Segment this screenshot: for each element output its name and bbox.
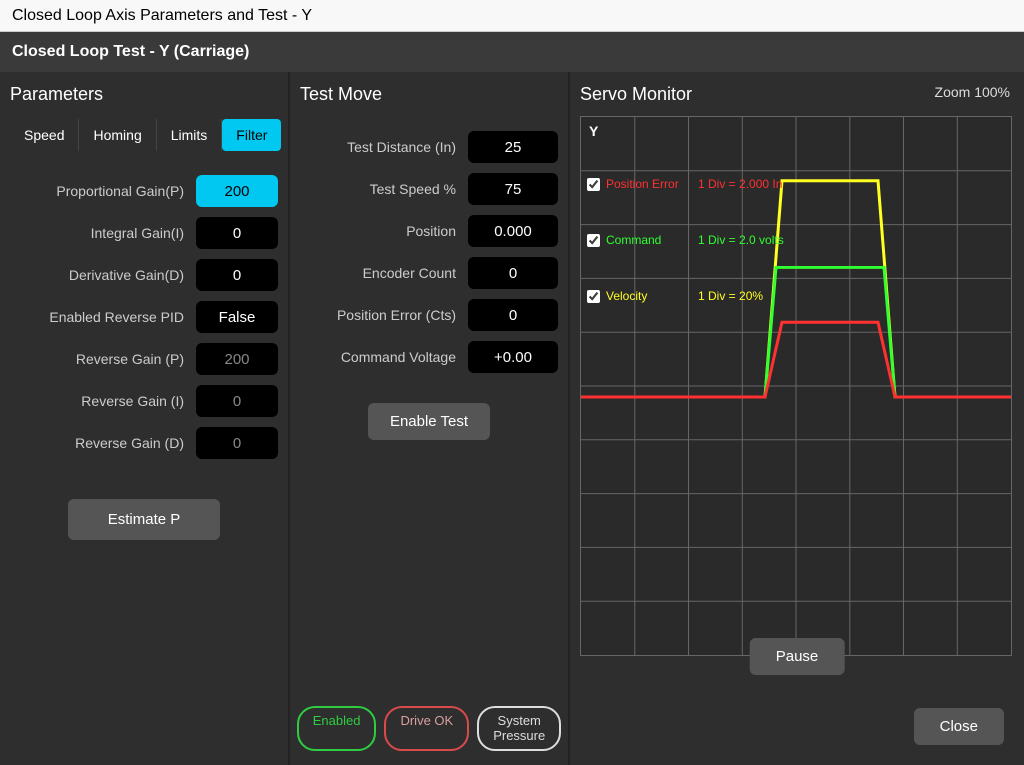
servo-plot: Y Position Error 1 Div = 2.000 In Command 1…	[580, 116, 1012, 656]
close-button[interactable]: Close	[914, 708, 1004, 745]
tab-filter[interactable]: Filter	[222, 119, 281, 151]
window-titlebar: Closed Loop Axis Parameters and Test - Y	[0, 0, 1024, 32]
app-body: Closed Loop Test - Y (Carriage) Paramete…	[0, 32, 1024, 765]
legend-velocity: Velocity 1 Div = 20%	[587, 289, 763, 303]
test-value[interactable]: 0.000	[468, 215, 558, 247]
param-row: Integral Gain(I)0	[10, 217, 278, 249]
param-value[interactable]: False	[196, 301, 278, 333]
legend-checkbox[interactable]	[587, 178, 600, 191]
param-label: Reverse Gain (D)	[10, 435, 196, 451]
parameters-panel: Parameters SpeedHomingLimitsFilter Propo…	[0, 72, 290, 765]
test-value[interactable]: 75	[468, 173, 558, 205]
param-value[interactable]: 0	[196, 259, 278, 291]
param-row: Proportional Gain(P)200	[10, 175, 278, 207]
legend-scale: 1 Div = 20%	[698, 289, 763, 303]
param-row: Reverse Gain (I)0	[10, 385, 278, 417]
test-move-panel: Test Move Test Distance (In)25 Test Speed…	[290, 72, 570, 765]
legend-name: Command	[606, 233, 692, 247]
legend-checkbox[interactable]	[587, 234, 600, 247]
zoom-label[interactable]: Zoom 100%	[935, 84, 1010, 100]
test-row: Command Voltage+0.00	[300, 341, 558, 373]
param-label: Reverse Gain (P)	[10, 351, 196, 367]
legend-name: Velocity	[606, 289, 692, 303]
legend-position-error: Position Error 1 Div = 2.000 In	[587, 177, 782, 191]
plot-y-label: Y	[589, 123, 598, 139]
test-label: Position Error (Cts)	[300, 307, 468, 323]
status-pill-system-pressure: SystemPressure	[477, 706, 561, 751]
tab-limits[interactable]: Limits	[157, 119, 223, 151]
param-value[interactable]: 0	[196, 427, 278, 459]
status-pill-enabled: Enabled	[297, 706, 377, 751]
tab-homing[interactable]: Homing	[79, 119, 156, 151]
servo-monitor-panel: Servo Monitor Zoom 100% Y Position Error…	[570, 72, 1024, 765]
test-label: Test Distance (In)	[300, 139, 468, 155]
test-value[interactable]: 0	[468, 299, 558, 331]
param-value[interactable]: 200	[196, 175, 278, 207]
param-label: Derivative Gain(D)	[10, 267, 196, 283]
test-row: Test Speed %75	[300, 173, 558, 205]
legend-checkbox[interactable]	[587, 290, 600, 303]
window-title: Closed Loop Axis Parameters and Test - Y	[12, 7, 312, 24]
test-value[interactable]: 0	[468, 257, 558, 289]
parameters-tabs: SpeedHomingLimitsFilter	[10, 119, 278, 151]
param-row: Reverse Gain (D)0	[10, 427, 278, 459]
param-row: Enabled Reverse PIDFalse	[10, 301, 278, 333]
test-move-title: Test Move	[300, 84, 558, 105]
test-row: Encoder Count0	[300, 257, 558, 289]
test-value[interactable]: 25	[468, 131, 558, 163]
enable-test-button[interactable]: Enable Test	[368, 403, 490, 440]
test-row: Position Error (Cts)0	[300, 299, 558, 331]
test-label: Test Speed %	[300, 181, 468, 197]
status-pill-drive-ok: Drive OK	[384, 706, 469, 751]
legend-scale: 1 Div = 2.000 In	[698, 177, 782, 191]
param-row: Reverse Gain (P)200	[10, 343, 278, 375]
param-label: Enabled Reverse PID	[10, 309, 196, 325]
test-label: Encoder Count	[300, 265, 468, 281]
pause-button[interactable]: Pause	[750, 638, 845, 675]
param-row: Derivative Gain(D)0	[10, 259, 278, 291]
param-value[interactable]: 0	[196, 385, 278, 417]
param-label: Integral Gain(I)	[10, 225, 196, 241]
legend-scale: 1 Div = 2.0 volts	[698, 233, 784, 247]
param-value[interactable]: 200	[196, 343, 278, 375]
param-label: Reverse Gain (I)	[10, 393, 196, 409]
subheader: Closed Loop Test - Y (Carriage)	[0, 32, 1024, 72]
param-value[interactable]: 0	[196, 217, 278, 249]
test-value[interactable]: +0.00	[468, 341, 558, 373]
tab-speed[interactable]: Speed	[10, 119, 79, 151]
status-pill-row: EnabledDrive OKSystemPressure	[290, 706, 568, 751]
estimate-p-button[interactable]: Estimate P	[68, 499, 221, 540]
parameters-title: Parameters	[10, 84, 278, 105]
test-label: Position	[300, 223, 468, 239]
param-label: Proportional Gain(P)	[10, 183, 196, 199]
legend-command: Command 1 Div = 2.0 volts	[587, 233, 784, 247]
test-row: Position0.000	[300, 215, 558, 247]
legend-name: Position Error	[606, 177, 692, 191]
test-label: Command Voltage	[300, 349, 468, 365]
test-row: Test Distance (In)25	[300, 131, 558, 163]
